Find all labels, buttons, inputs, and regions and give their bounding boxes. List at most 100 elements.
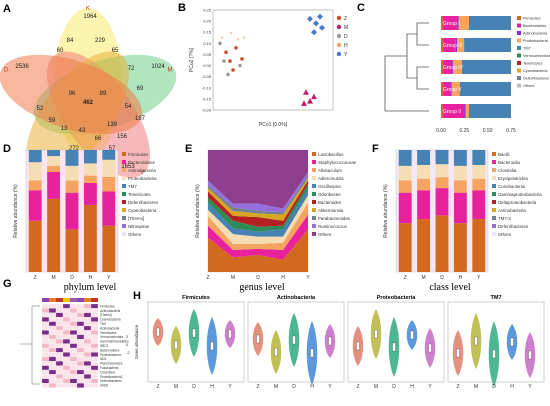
venn-set-label: Y (140, 170, 144, 176)
venn-count: 59 (49, 118, 56, 124)
heatmap-cell (76, 303, 85, 309)
bar-segment (452, 60, 462, 74)
panel-label-b: B (178, 2, 186, 14)
heatmap-cell (62, 369, 71, 375)
bar-segment (472, 190, 486, 220)
legend-swatch (517, 38, 521, 43)
heatmap-cell (83, 321, 92, 327)
heatmap-cell (69, 308, 78, 313)
heatmap-cell (48, 347, 57, 353)
bar-segment (398, 180, 412, 193)
legend-label: Deferribacteres (498, 224, 529, 229)
violin-subplot-title: TM7 (491, 295, 502, 301)
heatmap-row-label: Tenericutes (100, 331, 117, 335)
legend-swatch (517, 46, 521, 50)
x-tick-label: M (274, 384, 278, 390)
violin-box (174, 340, 178, 350)
legend-swatch (122, 224, 126, 228)
legend-swatch (312, 168, 316, 172)
area-layer (208, 229, 308, 272)
data-point (234, 45, 238, 50)
heatmap-cell (55, 308, 64, 313)
bar-segment (472, 178, 486, 191)
panel-label-e: E (185, 143, 193, 155)
legend-swatch (312, 152, 316, 156)
legend-label: Deltaproteobacteria (498, 200, 537, 205)
bar-segment (102, 225, 116, 272)
heatmap-cell (90, 339, 99, 344)
heatmap-cell (48, 352, 57, 357)
legend-swatch (312, 232, 316, 236)
x-tick-label: Y (428, 384, 432, 390)
x-tick-label: H (459, 275, 463, 281)
y-axis-title: Gene abundance (134, 324, 139, 359)
venn-diagram: KMYZD19641024165310292536462229658460726… (0, 6, 177, 178)
y-axis-title: PCo2 [?%] (189, 47, 195, 72)
bar-segment (435, 188, 449, 216)
violin-box (210, 341, 214, 351)
legend-label: Tenericutes (128, 192, 151, 197)
heatmap-cell (90, 343, 99, 349)
bar-label: Group III (443, 43, 462, 49)
heatmap-cell (76, 312, 85, 318)
legend-swatch (492, 216, 496, 220)
legend-label: Cyanobacteria (523, 69, 548, 73)
heatmap-cell (83, 317, 92, 322)
heatmap-cell (55, 361, 64, 366)
heatmap-cell (83, 312, 92, 318)
data-point (231, 68, 235, 72)
venn-count: 139 (107, 122, 118, 128)
x-tick-label: 0.00 (436, 128, 446, 134)
heatmap-cell (83, 369, 92, 375)
x-tick-label: H (281, 275, 285, 281)
legend-swatch (492, 176, 496, 180)
bar-segment (465, 104, 469, 118)
data-point (238, 63, 242, 68)
bar-segment (65, 165, 79, 181)
legend-swatch (517, 23, 521, 28)
violin-box (492, 349, 496, 359)
heatmap-cell (62, 330, 71, 335)
venn-count: 72 (128, 66, 135, 72)
bar-segment (451, 82, 460, 96)
y-axis-title: Relative abundance (%) (13, 184, 19, 238)
bar-segment (453, 150, 467, 166)
bar-segment (441, 82, 444, 96)
heatmap-cell (76, 356, 85, 362)
heatmap-cell (62, 321, 71, 327)
bar-segment (417, 164, 431, 179)
y-tick-label: -0.15 (202, 96, 212, 101)
heatmap-cell (62, 383, 71, 388)
cluster-bar-panel: C Group I Group III Group IV Group V Group I… (355, 0, 550, 140)
heatmap-group-bar (77, 298, 84, 302)
panel-label-g: G (3, 278, 12, 290)
heatmap-cell (55, 303, 64, 309)
bar-segment (28, 162, 42, 181)
data-point (240, 57, 244, 61)
violin-box (528, 350, 532, 360)
legend-swatch (312, 160, 316, 164)
venn-count: 52 (37, 106, 44, 112)
bar-segment (441, 104, 444, 118)
legend-swatch (122, 152, 126, 156)
legend-label: M (344, 25, 348, 31)
heatmap-cell (90, 325, 99, 331)
x-tick-label: H (310, 384, 314, 390)
legend-swatch (492, 184, 496, 188)
violin-box (256, 334, 260, 344)
bar-segment (469, 16, 511, 30)
bar-segment (443, 82, 451, 96)
legend-swatch (492, 200, 496, 204)
heatmap-cell (55, 339, 64, 344)
legend-swatch (517, 68, 521, 73)
legend-swatch (312, 224, 316, 228)
heatmap-cell (90, 365, 99, 371)
legend-label: Actinobacteria (498, 208, 526, 213)
legend-label: Ruminococcus (318, 224, 348, 229)
legend-swatch (517, 16, 521, 20)
legend-label: Akkermansia (318, 208, 344, 213)
heatmap-row-label: Proteobacteria2 (100, 375, 123, 379)
heatmap-cell (76, 383, 85, 388)
heatmap-cell (76, 361, 85, 366)
heatmap-cell (90, 374, 99, 379)
